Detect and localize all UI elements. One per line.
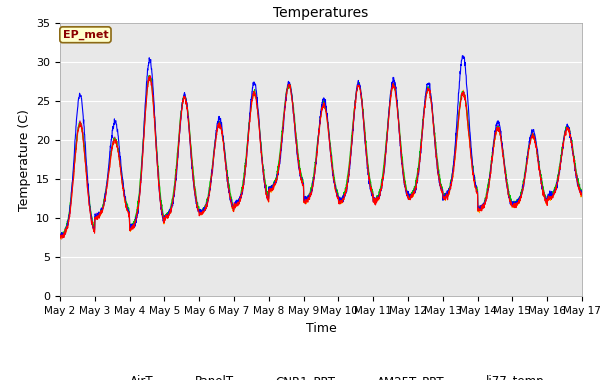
Legend: AirT, PanelT, CNR1_PRT, AM25T_PRT, li77_temp: AirT, PanelT, CNR1_PRT, AM25T_PRT, li77_…	[93, 371, 549, 380]
Title: Temperatures: Temperatures	[274, 6, 368, 20]
X-axis label: Time: Time	[305, 322, 337, 335]
Text: EP_met: EP_met	[62, 30, 108, 40]
Y-axis label: Temperature (C): Temperature (C)	[17, 109, 31, 211]
